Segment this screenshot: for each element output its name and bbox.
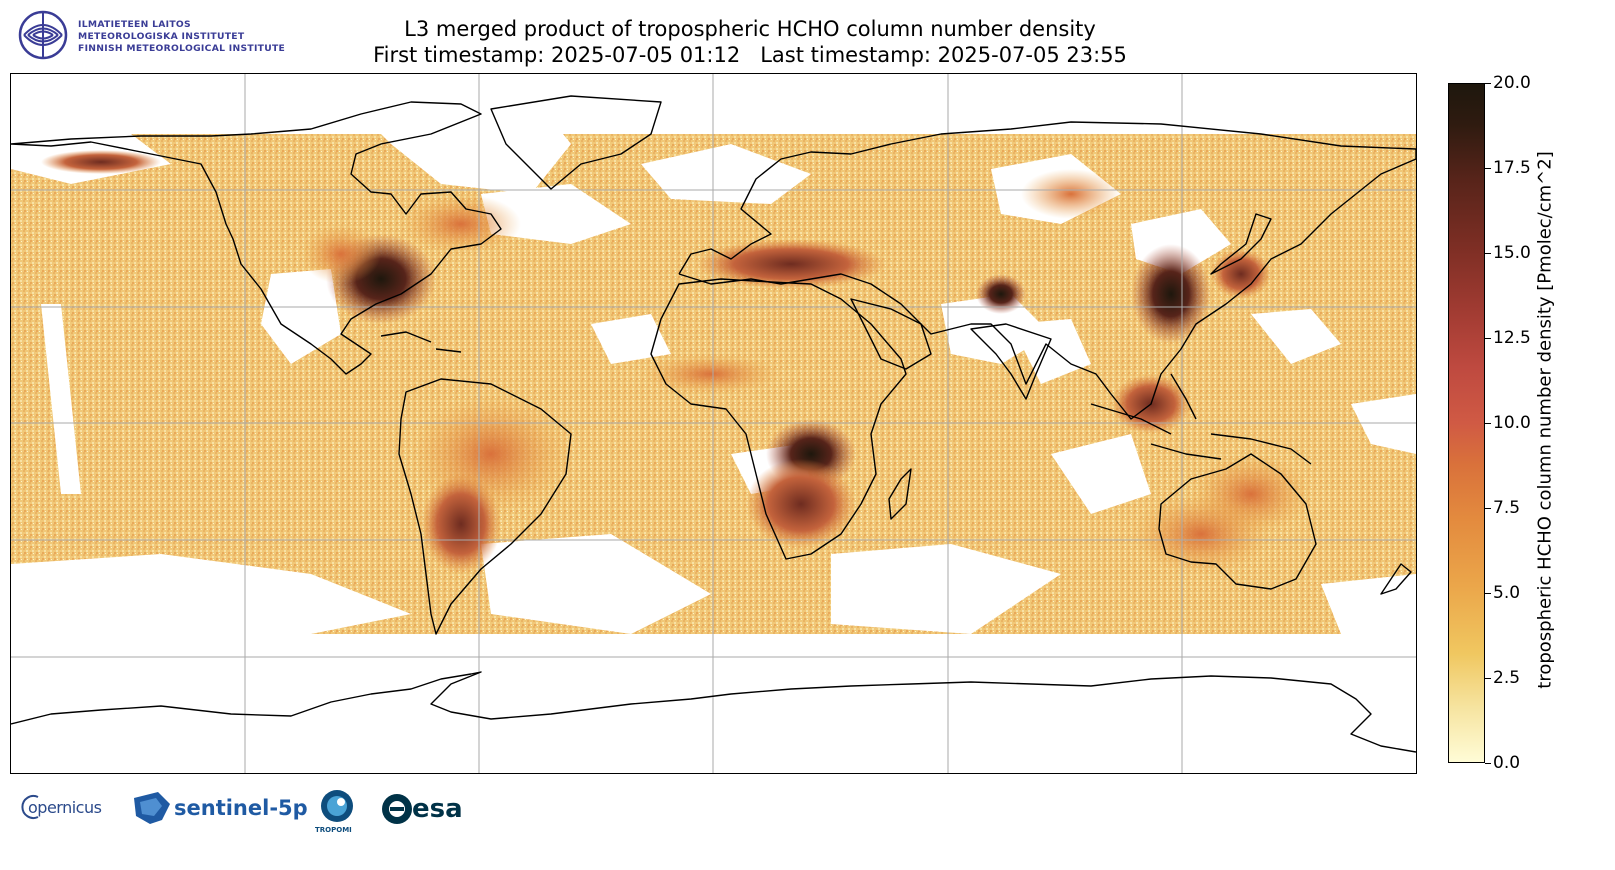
world-map bbox=[11, 74, 1416, 773]
copernicus-c-icon bbox=[21, 795, 39, 819]
coastline-greenland bbox=[490, 95, 662, 190]
esa-emblem-icon bbox=[382, 794, 412, 824]
coastlines bbox=[11, 95, 1416, 753]
map-panel bbox=[10, 73, 1417, 774]
coastline-madagascar bbox=[888, 468, 912, 520]
coastline-india bbox=[970, 323, 1052, 400]
colorbar-tick-label: 5.0 bbox=[1493, 583, 1521, 603]
colorbar-label-text: tropospheric HCHO column number density … bbox=[1534, 151, 1556, 689]
chart-subtitle: First timestamp: 2025-07-05 01:12 Last t… bbox=[373, 43, 1127, 67]
tropomi-logo: TROPOMI bbox=[315, 788, 359, 836]
esa-logo: esa bbox=[380, 792, 480, 828]
fmi-logo: ILMATIETEEN LAITOS METEOROLOGISKA INSTIT… bbox=[18, 10, 298, 60]
colorbar-tick-label: 15.0 bbox=[1493, 243, 1531, 263]
colorbar-tick bbox=[1485, 422, 1491, 424]
coastline-japan bbox=[1210, 213, 1272, 275]
tropomi-eye-icon bbox=[321, 790, 353, 822]
colorbar-tick bbox=[1485, 167, 1491, 169]
colorbar-tick bbox=[1485, 82, 1491, 84]
colorbar-tick-label: 12.5 bbox=[1493, 328, 1531, 348]
colorbar-tick-label: 10.0 bbox=[1493, 413, 1531, 433]
colorbar-tick-label: 20.0 bbox=[1493, 73, 1531, 93]
fmi-name-en: FINNISH METEOROLOGICAL INSTITUTE bbox=[78, 43, 286, 54]
fmi-emblem-icon bbox=[18, 10, 68, 60]
colorbar-tick bbox=[1485, 677, 1491, 679]
copernicus-logo: opernicus bbox=[20, 792, 110, 828]
graticule bbox=[11, 74, 1416, 773]
sentinel-wordmark: sentinel-5p bbox=[174, 796, 308, 820]
coastline-africa bbox=[650, 278, 907, 560]
colorbar-tick-label: 2.5 bbox=[1493, 668, 1521, 688]
colorbar-tick-label: 17.5 bbox=[1493, 158, 1531, 178]
sentinel-5p-logo: sentinel-5p bbox=[132, 790, 308, 830]
colorbar-tick bbox=[1485, 252, 1491, 254]
colorbar-tick-label: 0.0 bbox=[1493, 753, 1521, 773]
coastline-new-zealand bbox=[1380, 563, 1412, 595]
coastline-australia bbox=[1158, 453, 1317, 590]
colorbar-tick bbox=[1485, 762, 1491, 764]
colorbar-tick bbox=[1485, 592, 1491, 594]
coastline-antarctica bbox=[11, 671, 1416, 753]
satellite-icon bbox=[134, 792, 170, 824]
coastline-se-asia-islands bbox=[1090, 373, 1312, 465]
esa-wordmark: esa bbox=[412, 794, 463, 824]
coastline-north-america bbox=[11, 101, 502, 375]
copernicus-wordmark: opernicus bbox=[28, 798, 102, 817]
colorbar-tick-label: 7.5 bbox=[1493, 498, 1521, 518]
fmi-name-fi: ILMATIETEEN LAITOS bbox=[78, 19, 191, 30]
coastline-arabia bbox=[850, 298, 932, 370]
coastline-eurasia bbox=[678, 121, 1416, 420]
coastline-south-america bbox=[398, 378, 572, 635]
footer-logos: opernicus sentinel-5p TROPOMI esa bbox=[20, 788, 490, 848]
coastline-caribbean bbox=[380, 331, 462, 353]
chart-title-block: L3 merged product of tropospheric HCHO c… bbox=[300, 16, 1200, 68]
chart-title: L3 merged product of tropospheric HCHO c… bbox=[404, 17, 1096, 41]
colorbar bbox=[1448, 83, 1485, 763]
colorbar-tick bbox=[1485, 337, 1491, 339]
colorbar-tick bbox=[1485, 507, 1491, 509]
fmi-name-sv: METEOROLOGISKA INSTITUTET bbox=[78, 31, 245, 42]
tropomi-wordmark: TROPOMI bbox=[315, 826, 352, 834]
